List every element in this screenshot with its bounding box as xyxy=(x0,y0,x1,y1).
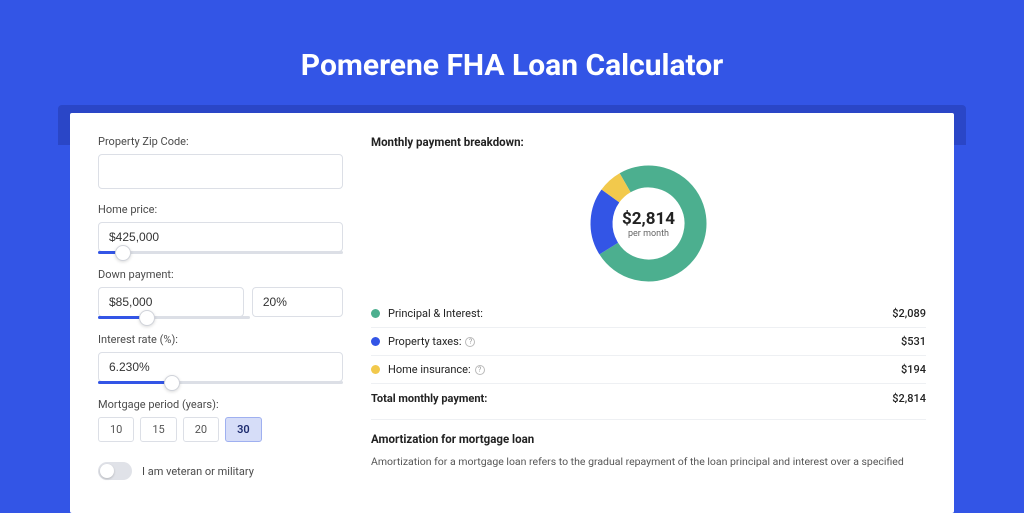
zip-input[interactable] xyxy=(98,154,343,189)
rate-field: Interest rate (%): xyxy=(98,333,343,384)
rate-slider[interactable] xyxy=(98,381,343,384)
breakdown-heading: Monthly payment breakdown: xyxy=(371,135,926,149)
veteran-row: I am veteran or military xyxy=(98,456,343,480)
home-price-input[interactable] xyxy=(98,222,343,252)
zip-label: Property Zip Code: xyxy=(98,135,343,148)
veteran-label: I am veteran or military xyxy=(142,465,254,478)
period-option-30[interactable]: 30 xyxy=(225,417,262,442)
slider-thumb[interactable] xyxy=(115,245,131,261)
period-option-20[interactable]: 20 xyxy=(183,417,219,442)
legend-value: $531 xyxy=(901,335,926,348)
amortization-section: Amortization for mortgage loan Amortizat… xyxy=(371,419,926,470)
down-amount-input[interactable] xyxy=(98,287,244,317)
total-value: $2,814 xyxy=(892,392,926,405)
legend-row: Property taxes:?$531 xyxy=(371,328,926,356)
info-icon[interactable]: ? xyxy=(465,337,475,347)
amortization-text: Amortization for a mortgage loan refers … xyxy=(371,454,926,470)
home-price-slider[interactable] xyxy=(98,251,343,254)
info-icon[interactable]: ? xyxy=(475,365,485,375)
home-price-label: Home price: xyxy=(98,203,343,216)
total-row: Total monthly payment: $2,814 xyxy=(371,383,926,409)
down-payment-label: Down payment: xyxy=(98,268,343,281)
donut-sublabel: per month xyxy=(628,229,669,239)
total-label: Total monthly payment: xyxy=(371,392,892,405)
slider-thumb[interactable] xyxy=(139,310,155,326)
page-title: Pomerene FHA Loan Calculator xyxy=(0,0,1024,105)
rate-input[interactable] xyxy=(98,352,343,382)
rate-label: Interest rate (%): xyxy=(98,333,343,346)
legend-row: Home insurance:?$194 xyxy=(371,356,926,383)
period-label: Mortgage period (years): xyxy=(98,398,343,411)
legend-dot xyxy=(371,365,380,374)
legend-label: Principal & Interest: xyxy=(388,307,892,320)
veteran-toggle[interactable] xyxy=(98,462,132,480)
legend-label: Home insurance:? xyxy=(388,363,901,376)
legend-value: $194 xyxy=(901,363,926,376)
legend: Principal & Interest:$2,089Property taxe… xyxy=(371,298,926,383)
donut-chart: $2,814 per month xyxy=(371,155,926,298)
calculator-card: Property Zip Code: Home price: Down paym… xyxy=(70,113,954,513)
period-field: Mortgage period (years): 1015 2030 xyxy=(98,398,343,442)
down-slider[interactable] xyxy=(98,316,250,319)
down-percent-input[interactable] xyxy=(252,287,343,317)
legend-label: Property taxes:? xyxy=(388,335,901,348)
legend-row: Principal & Interest:$2,089 xyxy=(371,300,926,328)
legend-value: $2,089 xyxy=(892,307,926,320)
zip-field: Property Zip Code: xyxy=(98,135,343,189)
legend-dot xyxy=(371,337,380,346)
donut-amount: $2,814 xyxy=(622,209,675,229)
breakdown-panel: Monthly payment breakdown: $2,814 per mo… xyxy=(371,135,926,513)
home-price-field: Home price: xyxy=(98,203,343,254)
down-payment-field: Down payment: xyxy=(98,268,343,319)
inputs-panel: Property Zip Code: Home price: Down paym… xyxy=(98,135,343,513)
period-option-10[interactable]: 10 xyxy=(98,417,134,442)
slider-thumb[interactable] xyxy=(164,375,180,391)
period-option-15[interactable]: 15 xyxy=(140,417,176,442)
amortization-heading: Amortization for mortgage loan xyxy=(371,432,926,446)
legend-dot xyxy=(371,309,380,318)
